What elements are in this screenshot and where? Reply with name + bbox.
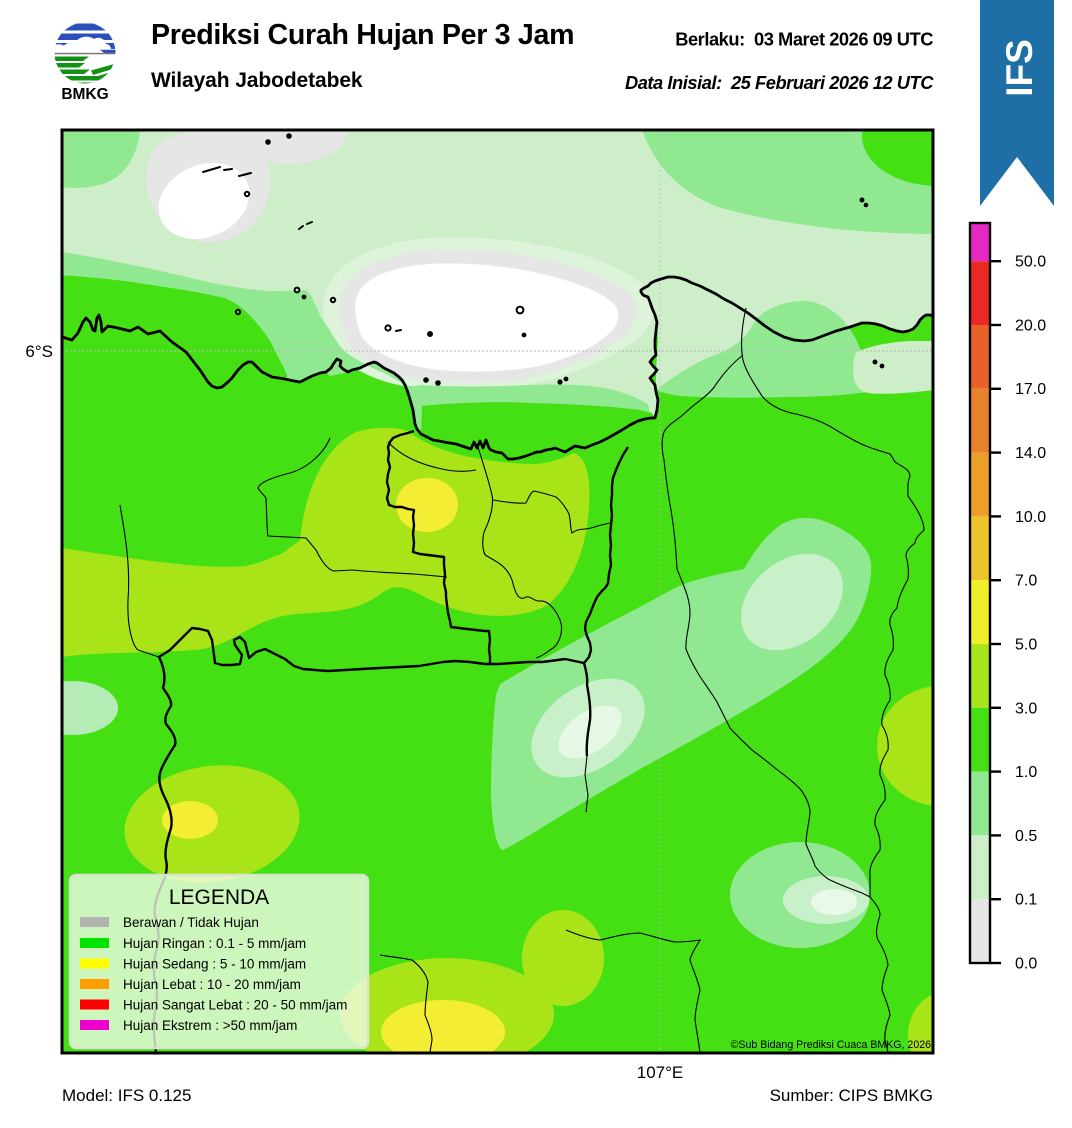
- svg-text:14.0: 14.0: [1015, 445, 1046, 462]
- svg-text:107°E: 107°E: [637, 1063, 684, 1082]
- svg-text:7.0: 7.0: [1015, 573, 1037, 590]
- svg-text:Hujan Ekstrem : >50 mm/jam: Hujan Ekstrem : >50 mm/jam: [123, 1018, 297, 1033]
- svg-text:Sumber: CIPS BMKG: Sumber: CIPS BMKG: [770, 1086, 933, 1105]
- svg-text:Hujan Ringan : 0.1 - 5 mm/jam: Hujan Ringan : 0.1 - 5 mm/jam: [123, 936, 306, 951]
- svg-text:Berawan / Tidak Hujan: Berawan / Tidak Hujan: [123, 915, 259, 930]
- svg-text:17.0: 17.0: [1015, 381, 1046, 398]
- svg-text:0.5: 0.5: [1015, 828, 1037, 845]
- svg-text:6°S: 6°S: [25, 342, 53, 361]
- svg-text:LEGENDA: LEGENDA: [169, 886, 269, 909]
- svg-text:50.0: 50.0: [1015, 254, 1046, 271]
- svg-text:Data Inisial: 25 Februari 202: Data Inisial: 25 Februari 2026 12 UTC: [625, 72, 934, 93]
- svg-text:0.1: 0.1: [1015, 892, 1037, 909]
- svg-text:1.0: 1.0: [1015, 764, 1037, 781]
- svg-text:©Sub Bidang Prediksi Cuaca BMK: ©Sub Bidang Prediksi Cuaca BMKG, 2026: [731, 1039, 931, 1051]
- svg-text:3.0: 3.0: [1015, 701, 1037, 718]
- svg-text:0.0: 0.0: [1015, 956, 1037, 973]
- svg-text:Model: IFS 0.125: Model: IFS 0.125: [62, 1086, 191, 1105]
- svg-text:Hujan Lebat : 10 - 20 mm/jam: Hujan Lebat : 10 - 20 mm/jam: [123, 977, 301, 992]
- svg-text:Hujan Sedang : 5 - 10 mm/jam: Hujan Sedang : 5 - 10 mm/jam: [123, 957, 306, 972]
- svg-text:5.0: 5.0: [1015, 637, 1037, 654]
- svg-text:Hujan Sangat Lebat : 20 - 50 m: Hujan Sangat Lebat : 20 - 50 mm/jam: [123, 998, 347, 1013]
- svg-text:Berlaku: 03 Maret 2026 09 UTC: Berlaku: 03 Maret 2026 09 UTC: [675, 29, 933, 50]
- svg-text:20.0: 20.0: [1015, 318, 1046, 335]
- svg-text:10.0: 10.0: [1015, 509, 1046, 526]
- svg-text:BMKG: BMKG: [61, 86, 108, 103]
- svg-text:Wilayah Jabodetabek: Wilayah Jabodetabek: [151, 69, 363, 92]
- svg-text:IFS: IFS: [999, 39, 1040, 97]
- svg-text:Prediksi Curah Hujan Per 3 Jam: Prediksi Curah Hujan Per 3 Jam: [151, 19, 574, 51]
